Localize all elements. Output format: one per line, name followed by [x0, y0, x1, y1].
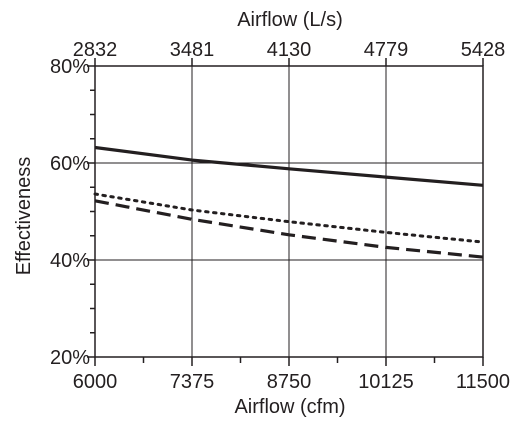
x-tick-label: 7375 — [170, 371, 215, 393]
x-tick-label: 10125 — [358, 371, 414, 393]
series-line-dotted — [93, 192, 485, 244]
x2-tick-label: 4130 — [267, 39, 312, 61]
x-axis-title: Airflow (cfm) — [234, 396, 345, 418]
grid — [95, 66, 483, 357]
y-tick-label: 60% — [50, 153, 90, 175]
x-tick-label: 8750 — [267, 371, 312, 393]
y-axis-title: Effectiveness — [13, 157, 35, 276]
axis-ticks — [87, 58, 484, 366]
x2-tick-label: 5428 — [461, 39, 506, 61]
x2-axis-title: Airflow (L/s) — [237, 9, 343, 31]
tick-labels: 6000 7375 8750 10125 11500 2832 3481 4130 4779 54… — [50, 39, 510, 393]
x2-tick-label: 4779 — [364, 39, 409, 61]
series-line-dashed — [94, 199, 484, 259]
x2-tick-label: 2832 — [73, 39, 118, 61]
x-tick-label: 11500 — [456, 371, 510, 393]
y-tick-label: 80% — [50, 56, 90, 78]
series-lines — [93, 145, 485, 259]
x2-tick-label: 3481 — [170, 39, 215, 61]
x-tick-label: 6000 — [73, 371, 118, 393]
y-tick-label: 40% — [50, 250, 90, 272]
y-tick-label: 20% — [50, 347, 90, 369]
series-line-solid — [94, 145, 484, 187]
